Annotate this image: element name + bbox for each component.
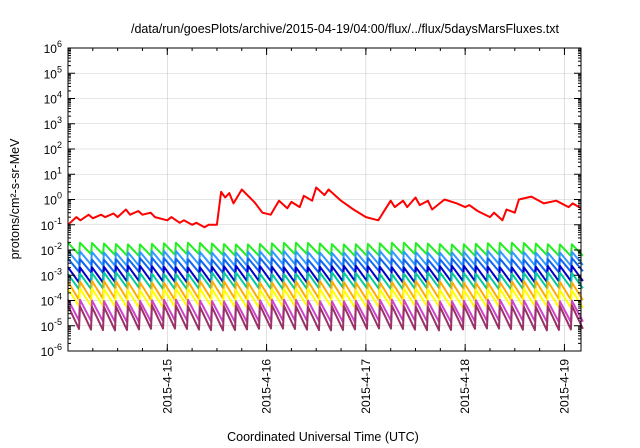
x-axis-label: Coordinated Universal Time (UTC) (227, 430, 419, 444)
chart-title: /data/run/goesPlots/archive/2015-04-19/0… (131, 22, 560, 36)
y-tick-label: 10-3 (41, 266, 62, 283)
y-axis-label: protons/cm²-s-sr-MeV (8, 138, 22, 260)
series-line-7 (67, 280, 584, 302)
y-tick-label: 104 (44, 90, 62, 107)
y-tick-label: 10-6 (41, 342, 62, 359)
series-line-8 (67, 287, 584, 309)
x-tick-label: 2015-4-18 (458, 359, 472, 414)
series-line-3 (67, 250, 584, 267)
y-tick-label: 10-2 (41, 241, 62, 258)
series-line-4 (67, 256, 584, 274)
y-tick-label: 102 (44, 140, 62, 157)
y-tick-label: 10-1 (41, 216, 62, 233)
y-tick-label: 105 (44, 64, 62, 81)
y-axis-ticks: 10-6 10-5 10-4 10-3 10-2 10-1 100 101 102 103 104 1… (41, 39, 581, 359)
x-tick-label: 2015-4-16 (260, 359, 274, 414)
series-line-1 (67, 186, 582, 229)
y-tick-label: 103 (44, 115, 62, 132)
series-line-5 (67, 264, 584, 284)
series-line-9 (67, 298, 584, 324)
series-line-2 (67, 241, 584, 257)
series-lines (67, 186, 584, 332)
x-axis-ticks: 2015-4-15 2015-4-16 2015-4-17 2015-4-18 2015… (92, 48, 571, 414)
y-tick-label: 100 (44, 191, 62, 208)
x-tick-label: 2015-4-17 (359, 359, 373, 414)
y-tick-label: 101 (44, 165, 62, 182)
x-tick-label: 2015-4-19 (557, 359, 571, 414)
x-tick-label: 2015-4-15 (160, 359, 174, 414)
y-tick-label: 10-4 (41, 292, 62, 309)
y-tick-label: 106 (44, 39, 62, 56)
y-tick-label: 10-5 (41, 317, 62, 334)
series-line-6 (67, 271, 584, 291)
series-line-10 (67, 304, 584, 332)
